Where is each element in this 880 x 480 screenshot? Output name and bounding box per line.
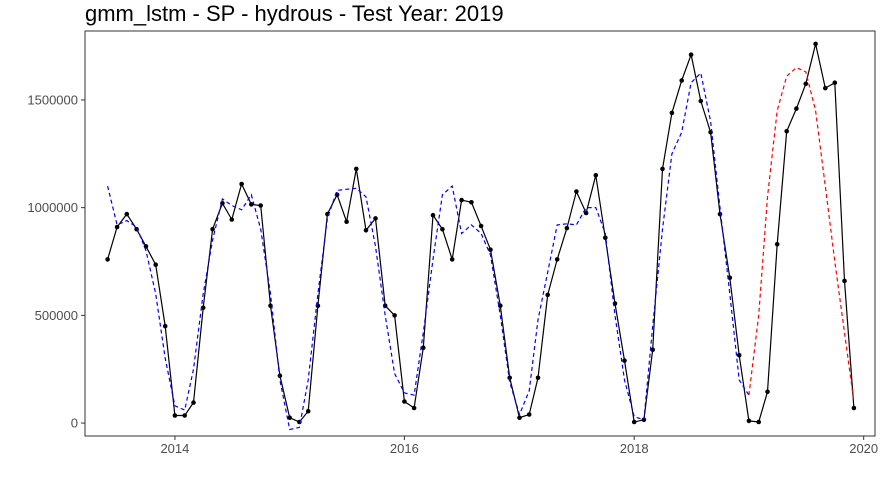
forecast-series-line (748, 66, 855, 402)
x-tick-label: 2020 (849, 441, 878, 456)
observed-data-point (679, 78, 684, 83)
observed-data-point (344, 219, 349, 224)
observed-data-point (660, 166, 665, 172)
y-tick-label: 500000 (35, 308, 78, 323)
observed-data-point (229, 217, 235, 222)
observed-data-point (851, 405, 857, 411)
observed-data-point (756, 419, 761, 425)
observed-data-point (124, 211, 130, 217)
observed-data-point (411, 405, 417, 411)
observed-data-point (498, 303, 503, 309)
observed-data-point (488, 247, 493, 252)
observed-data-point (631, 419, 637, 425)
observed-data-point (794, 106, 799, 111)
observed-data-point (554, 257, 560, 262)
observed-data-point (354, 166, 359, 172)
observed-data-point (746, 418, 752, 424)
observed-data-point (583, 210, 589, 216)
observed-data-point (736, 352, 742, 358)
observed-data-point (440, 226, 445, 232)
observed-data-point (669, 110, 675, 116)
observed-data-point (622, 358, 627, 363)
observed-data-point (305, 408, 311, 414)
series-layer (105, 41, 857, 431)
observed-data-point (449, 257, 455, 262)
observed-data-point (698, 98, 704, 104)
observed-data-point (774, 242, 780, 247)
observed-data-point (162, 323, 168, 329)
x-tick-label: 2018 (620, 441, 649, 456)
x-tick-label: 2016 (390, 441, 419, 456)
observed-series-line (107, 43, 855, 423)
observed-data-point (373, 216, 378, 221)
observed-data-point (803, 81, 809, 87)
observed-data-point (535, 375, 541, 381)
observed-data-point (287, 415, 293, 421)
observed-data-point (650, 347, 655, 353)
observed-data-point (717, 211, 723, 217)
observed-data-point (545, 292, 550, 298)
observed-data-point (603, 235, 608, 241)
observed-data-point (402, 399, 407, 404)
observed-data-point (392, 313, 397, 318)
y-tick-label: 1500000 (27, 92, 78, 107)
observed-data-point (813, 41, 818, 47)
observed-data-point (105, 257, 110, 262)
observed-data-point (200, 305, 206, 311)
observed-data-point (153, 262, 158, 268)
observed-data-point (191, 400, 196, 405)
observed-data-point (258, 203, 264, 208)
x-tick-label: 2014 (160, 441, 189, 456)
observed-data-point (688, 52, 694, 57)
observed-data-point (210, 226, 215, 232)
observed-data-point (784, 128, 789, 134)
y-axis: 0 500000 1000000 1500000 (27, 92, 85, 431)
observed-data-point (459, 197, 464, 203)
observed-data-point (574, 189, 579, 194)
fitted-series-line (107, 71, 750, 431)
observed-data-point (421, 345, 426, 351)
observed-data-point (842, 278, 847, 284)
observed-data-point (478, 223, 484, 229)
observed-data-point (823, 85, 828, 91)
observed-data-point (526, 412, 532, 417)
observed-data-point (832, 80, 838, 85)
observed-data-point (469, 200, 474, 205)
observed-data-point (564, 225, 570, 231)
y-tick-label: 1000000 (27, 200, 78, 215)
observed-data-point (114, 224, 120, 230)
x-axis: 2014 2016 2018 2020 (160, 436, 878, 456)
chart-title: gmm_lstm - SP - hydrous - Test Year: 201… (85, 1, 504, 26)
observed-data-point (363, 228, 369, 233)
observed-data-point (239, 181, 244, 187)
plot-panel-border (84, 30, 876, 437)
observed-data-point (172, 413, 178, 418)
observed-data-point (182, 413, 187, 418)
observed-data-point (430, 212, 436, 218)
observed-data-point (765, 389, 770, 395)
observed-data-point (507, 375, 512, 381)
y-tick-label: 0 (71, 416, 78, 431)
observed-data-point (593, 173, 599, 178)
observed-data-point (517, 415, 522, 421)
observed-data-point (249, 202, 254, 207)
